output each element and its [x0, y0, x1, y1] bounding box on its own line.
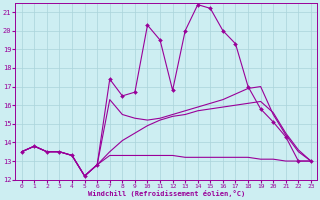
X-axis label: Windchill (Refroidissement éolien,°C): Windchill (Refroidissement éolien,°C) [88, 190, 245, 197]
